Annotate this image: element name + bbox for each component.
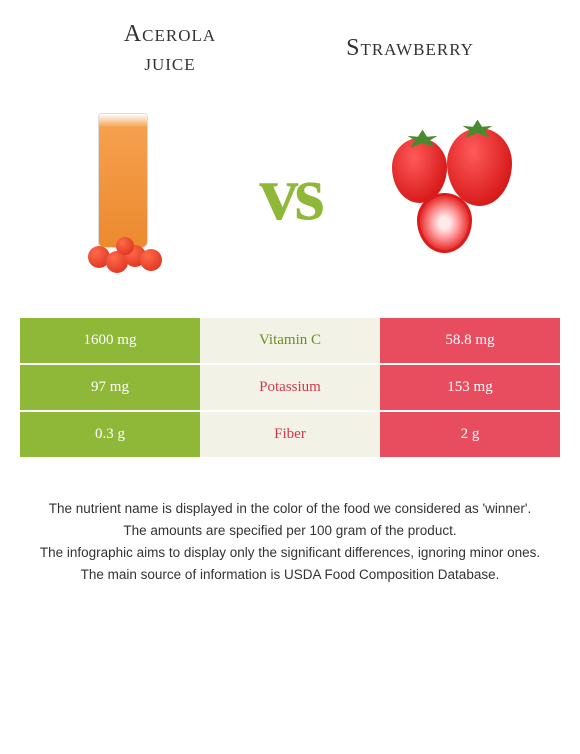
nutrient-name: Potassium — [200, 365, 380, 410]
right-food-image — [385, 108, 520, 278]
footnote-3: The infographic aims to display only the… — [30, 543, 550, 563]
table-row: 1600 mgVitamin C58.8 mg — [20, 318, 560, 365]
nutrient-name: Vitamin C — [200, 318, 380, 363]
left-food-title-line2: juice — [50, 49, 290, 78]
left-food-image — [60, 108, 195, 278]
footnotes: The nutrient name is displayed in the co… — [30, 499, 550, 586]
footnote-1: The nutrient name is displayed in the co… — [30, 499, 550, 519]
left-food-title-line1: Acerola — [50, 20, 290, 49]
table-row: 97 mgPotassium153 mg — [20, 365, 560, 412]
right-value: 153 mg — [380, 365, 560, 410]
left-value: 0.3 g — [20, 412, 200, 457]
right-value: 2 g — [380, 412, 560, 457]
left-value: 1600 mg — [20, 318, 200, 363]
vs-label: vs — [259, 148, 320, 238]
right-food-title: Strawberry — [290, 34, 530, 63]
nutrient-name: Fiber — [200, 412, 380, 457]
acerola-cherries-icon — [88, 223, 178, 273]
right-value: 58.8 mg — [380, 318, 560, 363]
footnote-4: The main source of information is USDA F… — [30, 565, 550, 585]
table-row: 0.3 gFiber2 g — [20, 412, 560, 459]
footnote-2: The amounts are specified per 100 gram o… — [30, 521, 550, 541]
comparison-table: 1600 mgVitamin C58.8 mg97 mgPotassium153… — [20, 318, 560, 459]
left-value: 97 mg — [20, 365, 200, 410]
strawberry-icon — [387, 128, 517, 258]
